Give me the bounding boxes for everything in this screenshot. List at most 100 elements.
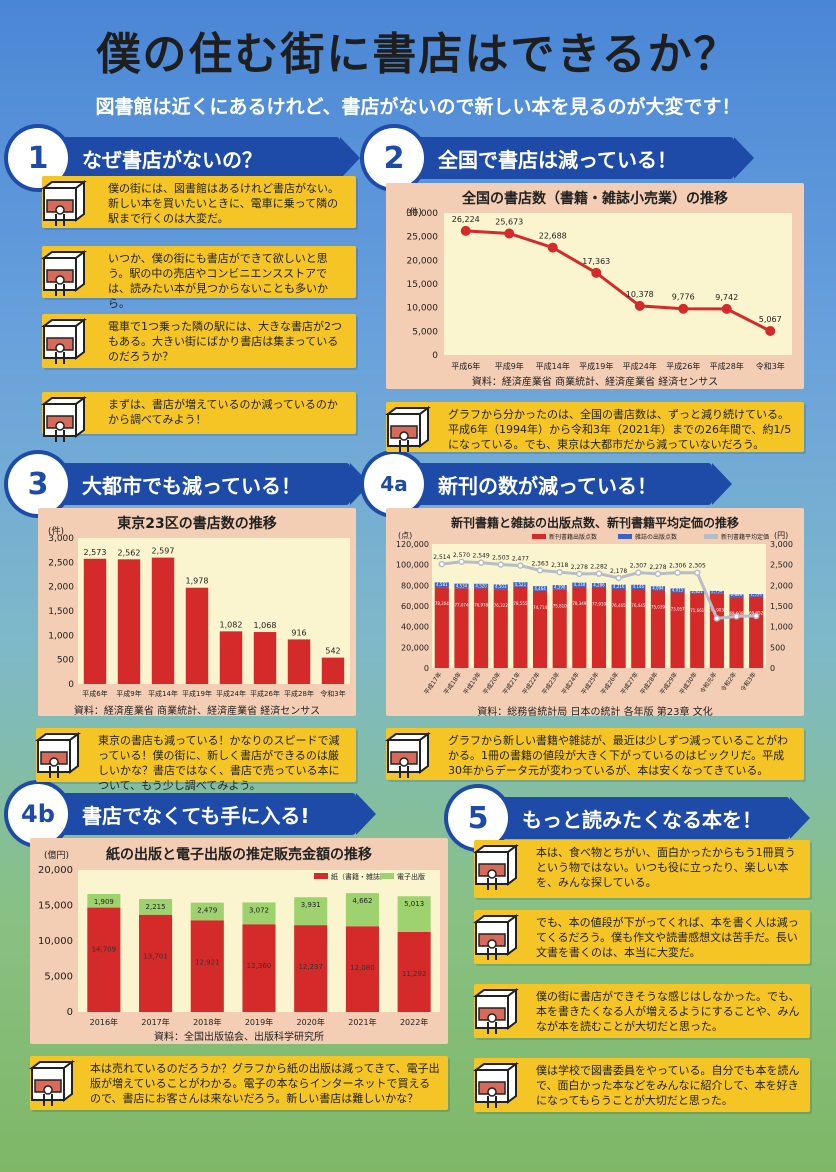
page-subtitle: 図書館は近くにあるけれど、書店がないので新しい本を見るのが大変です！: [95, 96, 741, 118]
note-text: グラフから新しい書籍や雑誌が、最近は少しずつ減っていることがわかる。1冊の書籍の…: [448, 734, 789, 777]
data-label: 77,910: [592, 601, 606, 606]
bar: [117, 559, 141, 684]
data-label: 4,216: [613, 584, 625, 589]
data-label: 78,349: [572, 601, 586, 606]
x-tick-label: 平成14年: [536, 361, 570, 371]
bar-magazines: [690, 591, 705, 594]
bar-books: [611, 588, 626, 668]
x-tick-label: 平成9年: [495, 361, 524, 371]
x-tick-label: 2018年: [193, 1017, 221, 1027]
note-card: まずは、書店が増えているのか減っているのかから調べてみよう！: [42, 392, 356, 434]
data-label: 2,306: [669, 563, 686, 570]
bar-books: [690, 593, 705, 668]
chart-source: 資料：全国出版協会、出版科学研究所: [154, 1032, 324, 1043]
x-tick-label: 平成28年: [284, 689, 314, 698]
data-label: 4,464: [534, 586, 546, 591]
data-label: 2,626: [731, 592, 743, 597]
x-tick-label: 2016年: [90, 1017, 118, 1027]
x-tick-label: 令和元年: [698, 671, 718, 695]
note-card: 本は、食べ物とちがい、面白かったからもう1冊買うという物ではない。いつも役に立っ…: [474, 840, 810, 898]
bar-books: [493, 589, 508, 668]
y-tick-label: 10,000: [38, 936, 73, 947]
bookshelf-icon: [36, 178, 92, 228]
data-point: [591, 267, 602, 278]
data-label: 12,921: [195, 958, 220, 966]
data-label: 76,322: [494, 603, 508, 608]
y-tick-label: 80,000: [401, 581, 429, 590]
price-point: [556, 568, 563, 576]
x-tick-label: 平成19年: [579, 361, 613, 371]
bookshelf-icon: [468, 912, 524, 962]
price-point: [713, 615, 721, 622]
x-tick-label: 平成26年: [250, 689, 280, 698]
price-point: [752, 612, 760, 620]
bar-paper: [294, 925, 328, 1012]
x-tick-label: 令和3年: [320, 689, 345, 698]
data-label: 2,597: [152, 547, 175, 556]
legend-swatch: [380, 873, 394, 879]
bar-magazines: [611, 584, 626, 589]
x-tick-label: 平成28年: [710, 361, 744, 371]
data-label: 2,562: [118, 548, 141, 557]
y-tick-label: 30,000: [407, 209, 439, 219]
y-tick-label: 0: [432, 351, 438, 361]
y2-tick-label: 2,500: [770, 561, 793, 570]
data-label: 10,378: [626, 290, 654, 299]
y-tick-label: 20,000: [407, 256, 439, 266]
bar-magazines: [474, 583, 489, 589]
note-text: グラフから分かったのは、全国の書店数は、ずっと減り続けている。平成6年（1994…: [448, 408, 792, 451]
data-label: 4,286: [593, 582, 605, 587]
chart-title: 新刊書籍と雑誌の出版点数、新刊書籍平均定価の推移: [450, 516, 739, 530]
data-label: 11,292: [402, 970, 427, 978]
y2-tick-label: 2,000: [770, 581, 793, 590]
section-number: 4a: [364, 454, 424, 514]
data-label: 2,570: [453, 552, 470, 559]
data-label: 78,555: [513, 601, 527, 606]
bar-magazines: [434, 582, 449, 588]
data-label: 9,742: [715, 293, 738, 302]
data-label: 78,304: [435, 601, 449, 606]
data-point: [721, 303, 732, 314]
note-card: 東京の書店も減っている！かなりのスピードで減っている！僕の街に、新しく書店ができ…: [36, 728, 356, 792]
bar-books: [532, 590, 548, 668]
chart-national-stores: 全国の書店数（書籍・雑誌小売業）の推移 (件) 0 5,000 10,000 15,00…: [386, 183, 804, 389]
section-4a-header: 4a 新刊の数が減っている！: [364, 454, 732, 514]
note-text: 東京の書店も減っている！かなりのスピードで減っている！僕の街に、新しく書店ができ…: [98, 734, 340, 792]
data-label: 5,013: [404, 900, 424, 908]
bar: [83, 558, 107, 684]
chart-title: 東京23区の書店数の推移: [117, 516, 277, 532]
bar-digital: [87, 894, 121, 908]
section-5-header: 5 もっと読みたくなる本を！: [448, 788, 810, 848]
price-point: [733, 613, 740, 620]
bar-books: [650, 590, 666, 668]
section-number: 5: [448, 788, 508, 848]
data-label: 12,080: [350, 964, 375, 972]
x-tick-label: 2017年: [141, 1017, 169, 1027]
price-point: [576, 570, 583, 578]
section-number: 3: [8, 454, 68, 514]
bar-books: [591, 587, 607, 668]
data-label: 2,178: [610, 568, 627, 575]
note-text: 僕の街には、図書館はあるけれど書店がない。新しい本を買いたいときに、電車に乗って…: [108, 182, 339, 225]
y2-axis-label: (円): [774, 531, 788, 540]
bar-chart: (件) 0 500 1,000 1,500 2,000 2,500 3,000 2,573 平成6…: [48, 525, 350, 698]
bar-books: [434, 587, 449, 668]
note-text: 電車で1つ乗った隣の駅には、大きな書店が2つもある。大きい街にばかり書店は集まっ…: [108, 320, 342, 363]
data-label: 4,398: [554, 585, 566, 590]
note-text: 本は、食べ物とちがい、面白かったからもう1冊買うという物ではない。いつも役に立っ…: [536, 846, 796, 889]
data-label: 75,810: [553, 604, 567, 609]
bar: [219, 631, 243, 684]
y-tick-label: 3,000: [48, 534, 74, 544]
note-text: 僕の街に書店ができそうな感じはしなかった。でも、本を書きたくなる人が増えるように…: [536, 990, 800, 1033]
data-label: 4,094: [652, 585, 664, 590]
data-label: 76,465: [612, 603, 626, 608]
data-label: 916: [291, 628, 306, 637]
data-label: 3,931: [301, 901, 321, 909]
x-tick-label: 令和2年: [719, 671, 738, 693]
y-tick-label: 15,000: [38, 901, 73, 912]
data-label: 76,978: [474, 602, 488, 607]
data-label: 542: [325, 647, 340, 656]
data-label: 3,072: [249, 906, 269, 914]
bar-digital: [190, 902, 224, 921]
